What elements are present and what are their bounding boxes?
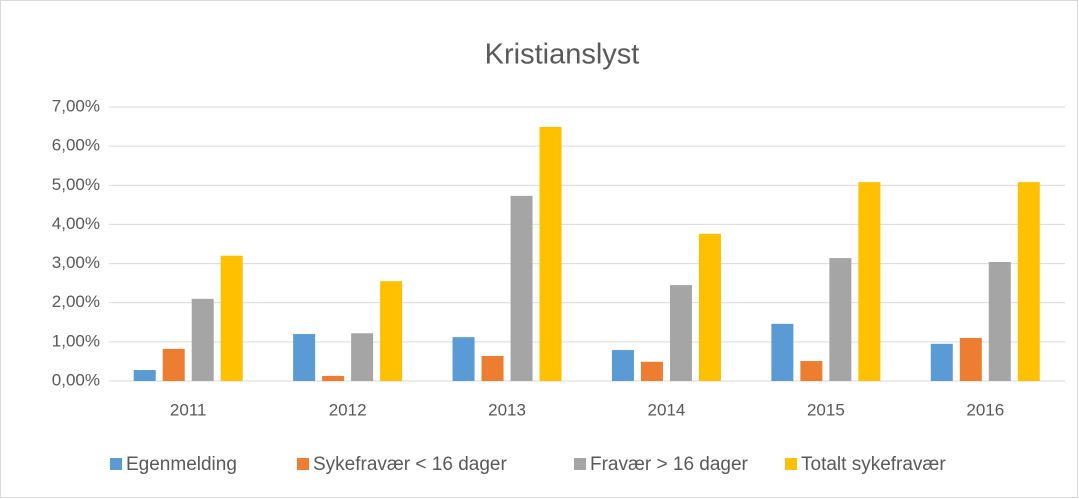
- legend-label: Sykefravær < 16 dager: [313, 454, 507, 475]
- bar: [698, 233, 721, 381]
- x-tick-label: 2011: [170, 400, 207, 419]
- x-tick-label: 2013: [488, 400, 526, 419]
- bar: [220, 255, 243, 381]
- bar: [611, 350, 634, 381]
- bar: [959, 337, 982, 381]
- bar: [481, 355, 504, 381]
- legend-label: Fravær > 16 dager: [590, 454, 749, 475]
- bar: [510, 195, 533, 381]
- y-tick-label: 2,00%: [52, 292, 100, 311]
- bar: [640, 361, 663, 381]
- bar: [1017, 182, 1040, 381]
- x-tick-label: 2012: [329, 400, 367, 419]
- chart-title: Kristianslyst: [485, 39, 640, 71]
- legend-label: Egenmelding: [126, 454, 237, 475]
- bar: [351, 333, 374, 381]
- legend-swatch: [574, 458, 586, 470]
- bar: [191, 298, 214, 381]
- bar: [322, 375, 345, 381]
- bar: [800, 361, 823, 381]
- x-tick-label: 2015: [807, 400, 845, 419]
- bar: [858, 182, 881, 381]
- bar: [829, 258, 852, 381]
- bar: [133, 370, 156, 381]
- legend-swatch: [297, 458, 309, 470]
- legend-label: Totalt sykefravær: [801, 454, 946, 475]
- y-tick-label: 3,00%: [52, 253, 100, 272]
- y-tick-label: 6,00%: [52, 136, 100, 155]
- legend-swatch: [785, 458, 797, 470]
- y-tick-label: 5,00%: [52, 175, 100, 194]
- bar: [452, 337, 475, 381]
- bar: [539, 126, 562, 381]
- y-tick-label: 7,00%: [52, 96, 100, 115]
- legend-swatch: [110, 458, 122, 470]
- bar: [293, 334, 316, 381]
- bar: [669, 285, 692, 381]
- bar: [380, 281, 403, 381]
- x-tick-label: 2016: [966, 400, 1004, 419]
- bar: [988, 262, 1011, 381]
- y-tick-label: 4,00%: [52, 214, 100, 233]
- y-tick-label: 1,00%: [52, 331, 100, 350]
- bar: [162, 348, 185, 381]
- y-tick-label: 0,00%: [52, 370, 100, 389]
- bar: [930, 343, 953, 381]
- x-tick-label: 2014: [648, 400, 686, 419]
- bar: [771, 323, 794, 381]
